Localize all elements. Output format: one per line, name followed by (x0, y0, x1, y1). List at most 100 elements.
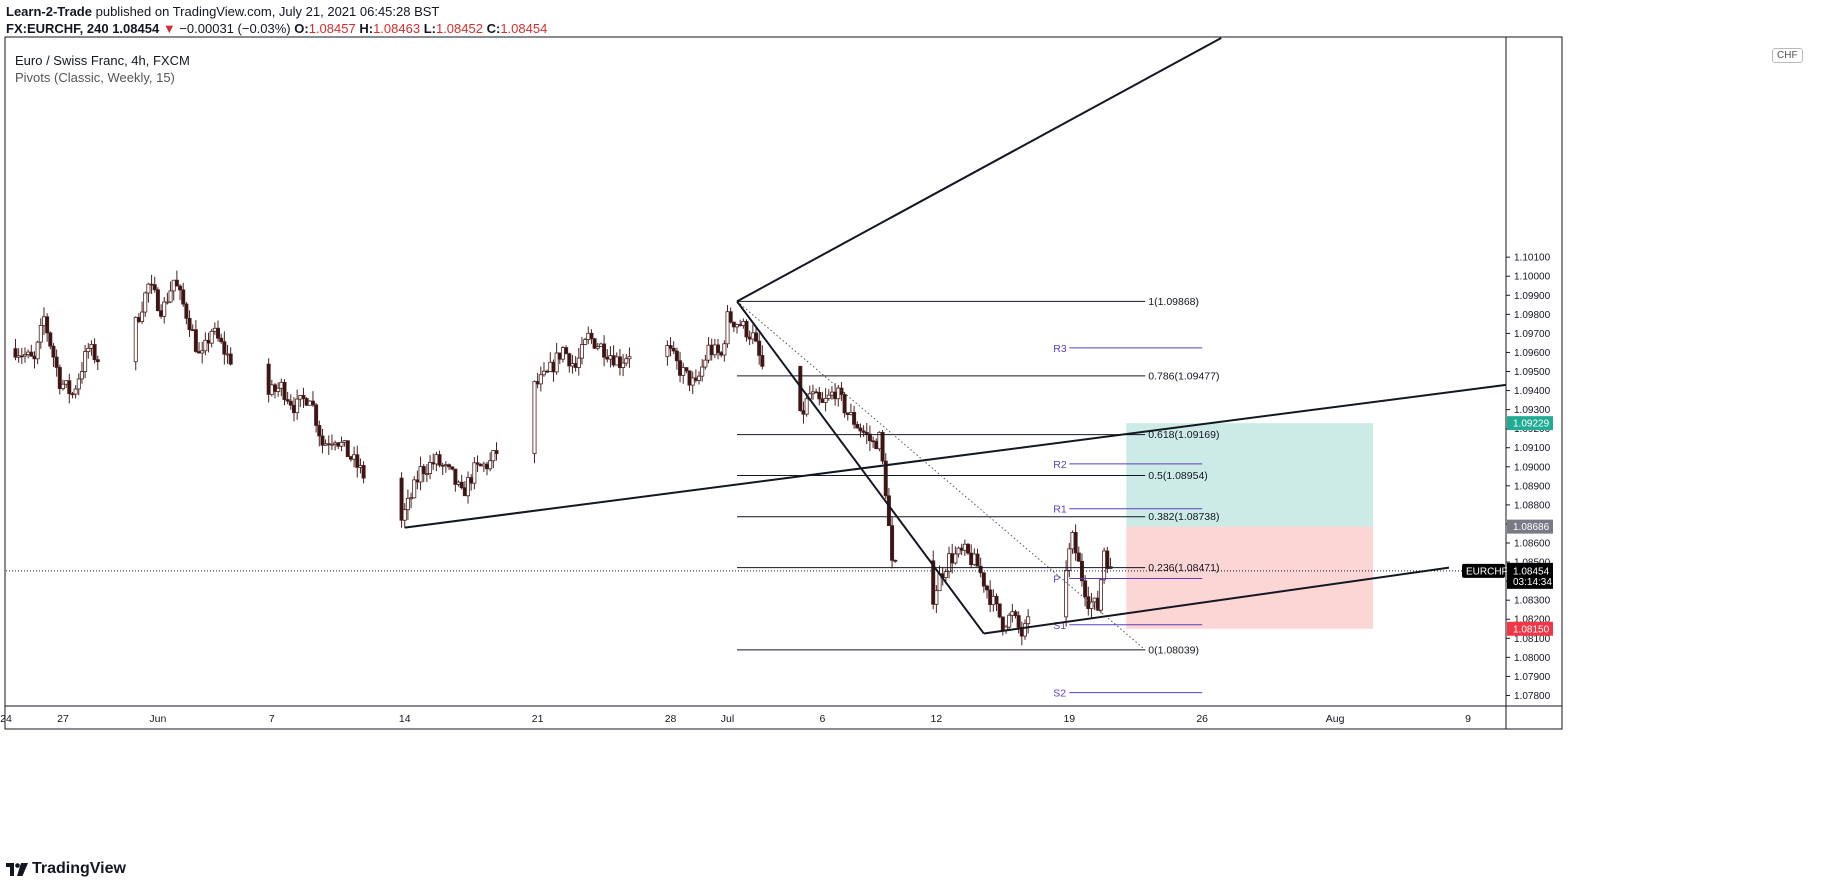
candle[interactable] (858, 423, 863, 438)
candle[interactable] (35, 340, 40, 365)
candle[interactable] (16, 348, 21, 363)
candle[interactable] (276, 382, 281, 397)
candle[interactable] (962, 539, 967, 557)
candle[interactable] (209, 328, 214, 348)
dotted-trend-line[interactable] (736, 300, 1146, 651)
candle[interactable] (1092, 597, 1097, 610)
candle[interactable] (155, 287, 160, 312)
candle[interactable] (728, 307, 733, 324)
candle[interactable] (475, 455, 480, 473)
candle[interactable] (690, 371, 695, 395)
candle[interactable] (855, 421, 860, 429)
candle[interactable] (440, 462, 445, 476)
candle[interactable] (212, 322, 217, 336)
candle[interactable] (829, 386, 834, 400)
candle[interactable] (89, 340, 94, 356)
candle[interactable] (86, 343, 91, 359)
candle[interactable] (817, 386, 822, 406)
candle[interactable] (298, 394, 303, 408)
candle[interactable] (272, 383, 277, 399)
candle[interactable] (959, 543, 964, 556)
stop-zone[interactable] (1126, 526, 1374, 629)
candle[interactable] (92, 338, 97, 364)
candle[interactable] (140, 301, 145, 324)
candle[interactable] (839, 382, 844, 401)
candle[interactable] (269, 379, 274, 397)
candle[interactable] (314, 402, 319, 433)
candle[interactable] (352, 446, 357, 468)
candle[interactable] (674, 347, 679, 370)
candle[interactable] (162, 296, 167, 324)
candle[interactable] (193, 320, 198, 353)
candle[interactable] (184, 301, 189, 325)
candle[interactable] (168, 281, 173, 304)
candle[interactable] (219, 333, 224, 344)
candle[interactable] (136, 313, 141, 324)
candle[interactable] (614, 352, 619, 366)
candle[interactable] (437, 450, 442, 468)
candle[interactable] (991, 589, 996, 612)
candle[interactable] (592, 338, 597, 350)
candle[interactable] (966, 543, 971, 555)
candle[interactable] (624, 353, 629, 367)
candle[interactable] (178, 284, 183, 301)
candle[interactable] (304, 397, 309, 407)
candle[interactable] (54, 349, 59, 377)
candle[interactable] (598, 342, 603, 348)
candle[interactable] (409, 492, 414, 509)
candle[interactable] (13, 338, 18, 361)
candle[interactable] (548, 352, 553, 373)
candle[interactable] (716, 338, 721, 360)
candle[interactable] (466, 471, 471, 504)
candle[interactable] (697, 371, 702, 385)
candle[interactable] (814, 388, 819, 394)
candle[interactable] (820, 391, 825, 403)
currency-badge[interactable]: CHF (1772, 48, 1803, 63)
candle[interactable] (491, 449, 496, 468)
candle[interactable] (557, 352, 562, 365)
candle[interactable] (450, 466, 455, 471)
candle[interactable] (741, 318, 746, 329)
candle[interactable] (361, 461, 366, 484)
candle[interactable] (1022, 619, 1027, 640)
candle[interactable] (994, 593, 999, 611)
candle[interactable] (1105, 546, 1110, 573)
candle[interactable] (602, 335, 607, 367)
candle[interactable] (478, 463, 483, 467)
candle[interactable] (32, 351, 37, 369)
candle[interactable] (1019, 621, 1024, 646)
candle[interactable] (890, 516, 895, 569)
candle[interactable] (149, 274, 154, 294)
candle[interactable] (45, 313, 50, 342)
candle[interactable] (617, 348, 622, 376)
candle[interactable] (76, 373, 81, 396)
candle[interactable] (760, 345, 765, 370)
candle[interactable] (485, 461, 490, 476)
candle[interactable] (852, 405, 857, 429)
candle[interactable] (421, 464, 426, 483)
study-label[interactable]: Pivots (Classic, Weekly, 15) (15, 70, 175, 85)
candle[interactable] (997, 603, 1002, 619)
candle[interactable] (1076, 546, 1081, 562)
candle[interactable] (19, 347, 24, 364)
candle[interactable] (589, 329, 594, 344)
lower-channel-trendline[interactable] (404, 383, 1507, 529)
candle[interactable] (608, 346, 613, 368)
candle[interactable] (874, 438, 879, 450)
candle[interactable] (143, 291, 148, 317)
candle[interactable] (1016, 611, 1021, 634)
candle[interactable] (79, 362, 84, 384)
candle[interactable] (41, 307, 46, 336)
candle[interactable] (554, 342, 559, 375)
swing-down-trendline[interactable] (736, 300, 985, 635)
candle[interactable] (402, 503, 407, 528)
candle[interactable] (871, 436, 876, 448)
candle[interactable] (535, 372, 540, 389)
candle[interactable] (1083, 575, 1088, 607)
candle[interactable] (428, 455, 433, 480)
candle[interactable] (26, 349, 31, 359)
candle[interactable] (861, 425, 866, 437)
candle[interactable] (684, 367, 689, 374)
candle[interactable] (595, 342, 600, 351)
